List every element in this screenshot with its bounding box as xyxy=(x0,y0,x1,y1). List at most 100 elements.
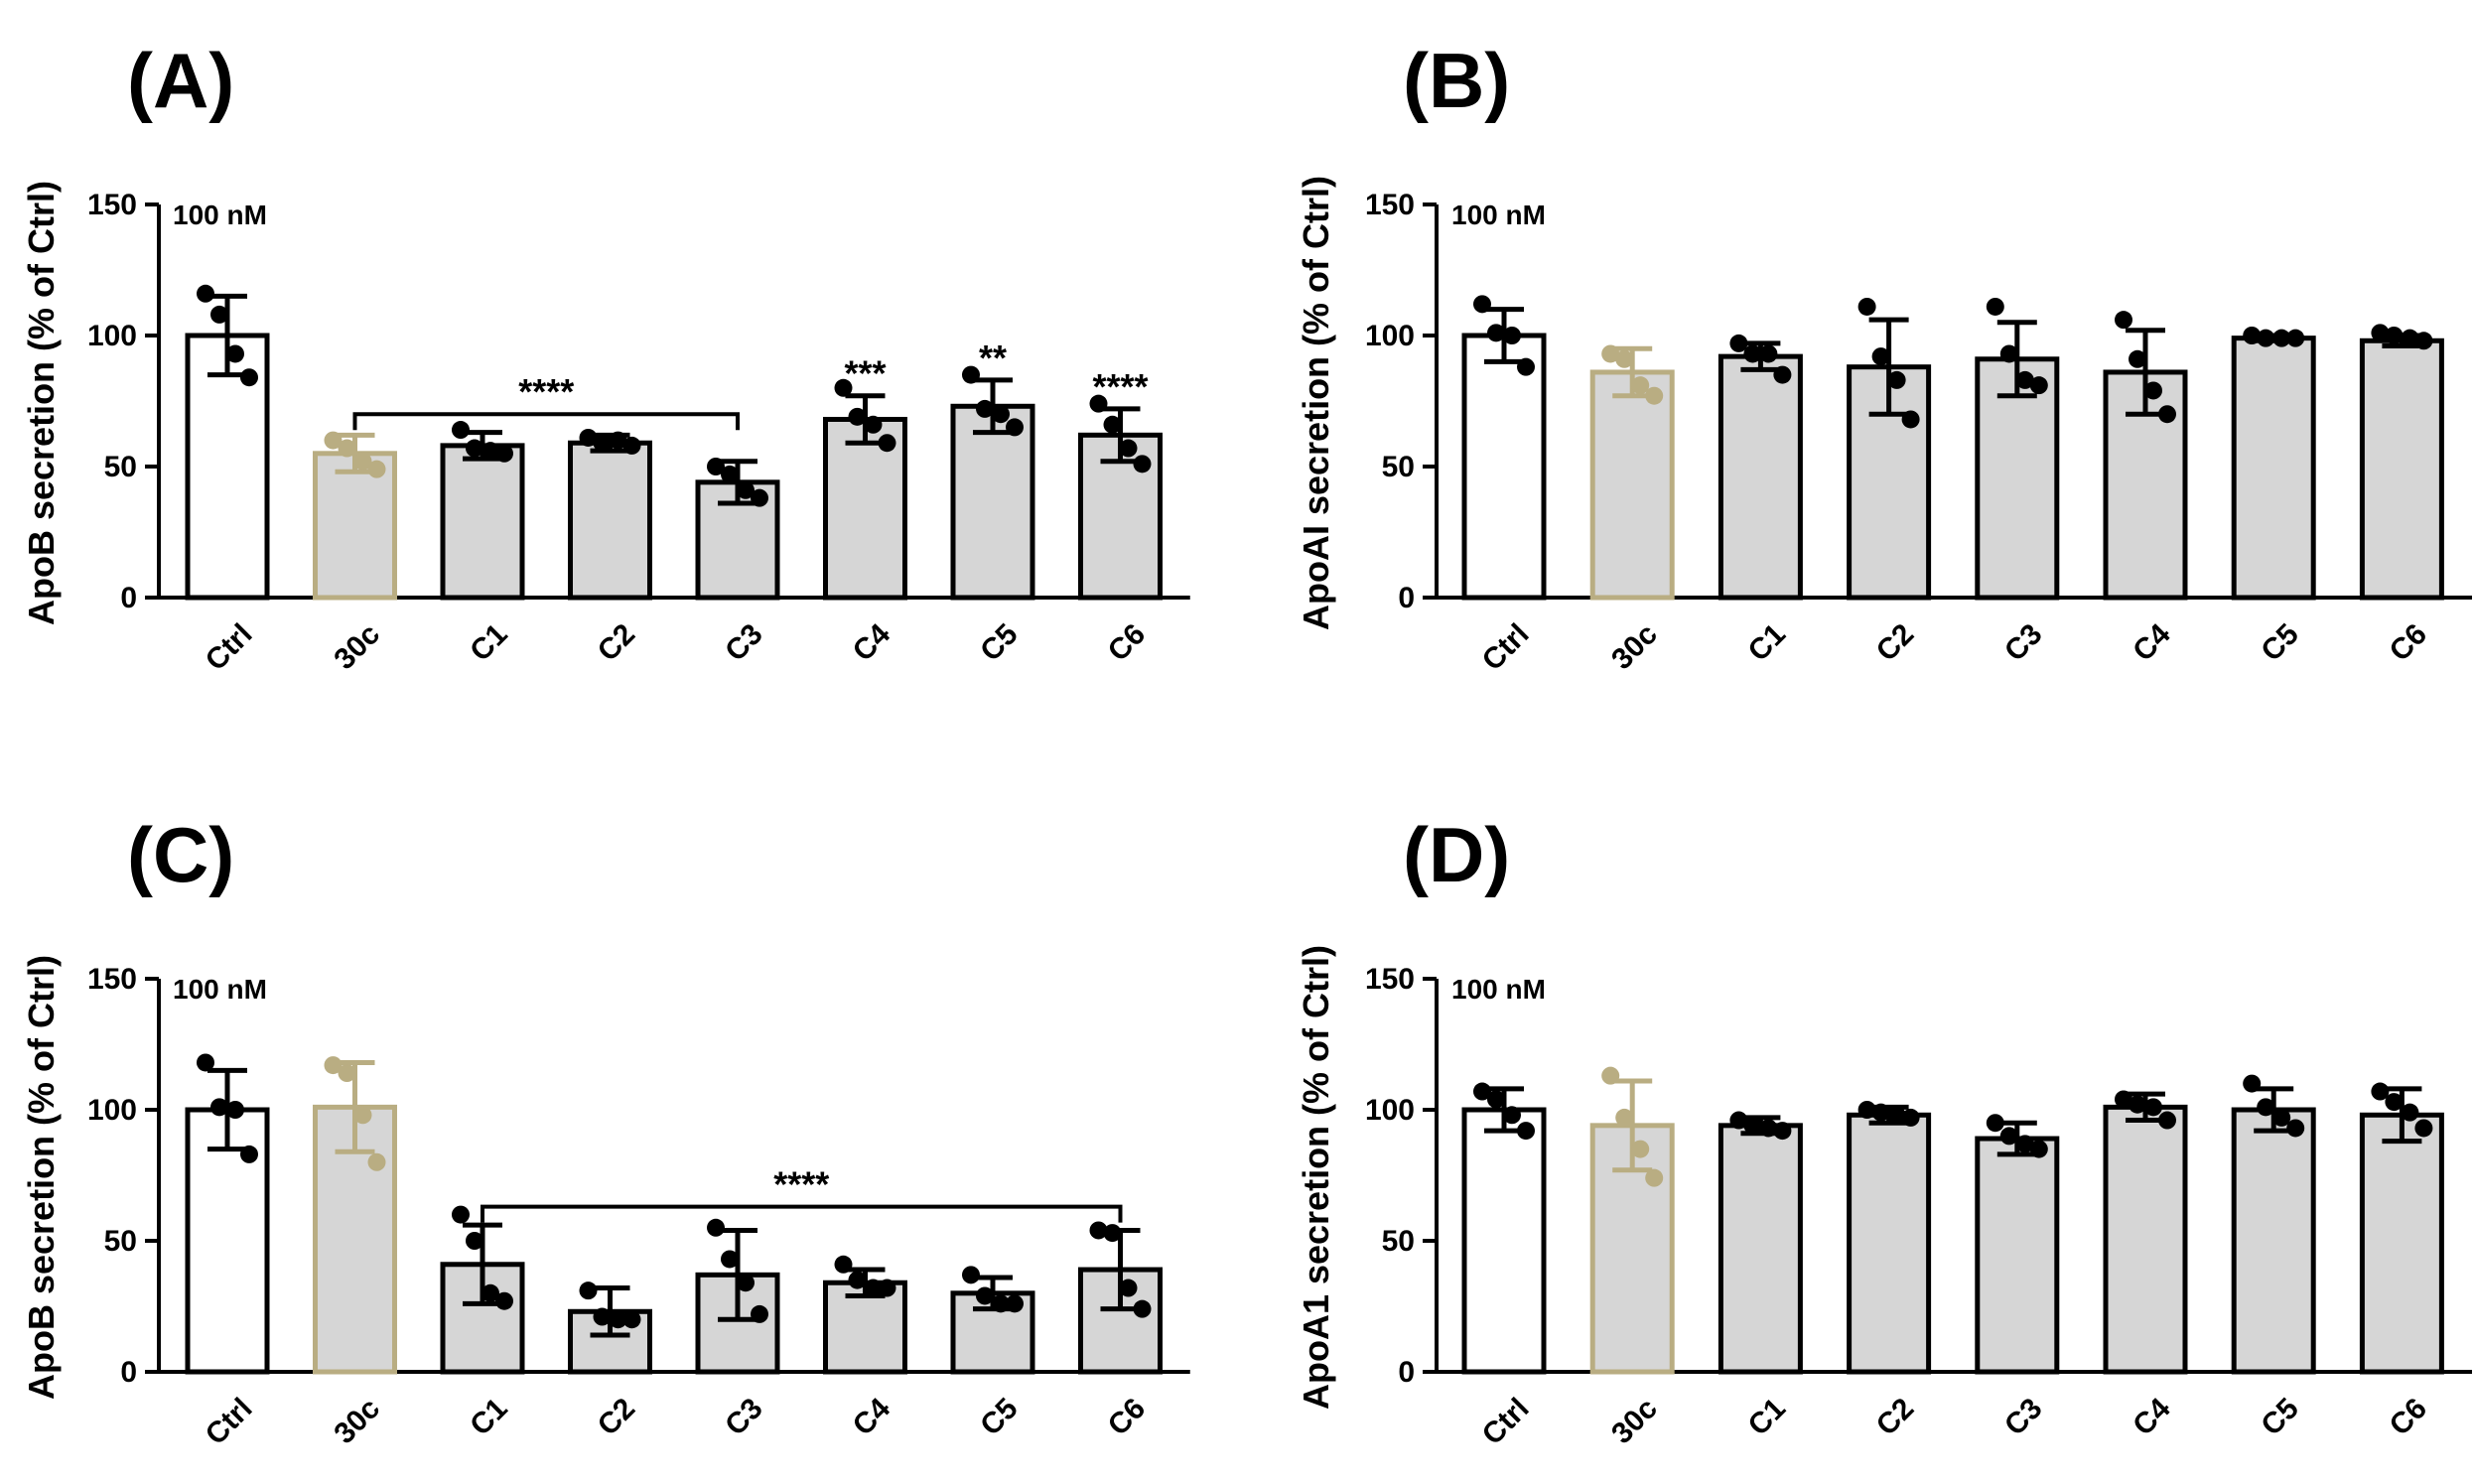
category-label: C5 xyxy=(974,1392,1024,1441)
data-point xyxy=(1999,1127,2018,1146)
data-point xyxy=(1773,1122,1792,1141)
data-point xyxy=(1487,324,1505,342)
panel-c: (C) ApoB secretion (% of Ctrl) 100 nM 0 5… xyxy=(21,811,1190,1451)
bar-c2 xyxy=(568,440,652,601)
category-label: C1 xyxy=(464,617,513,667)
significance-label: **** xyxy=(773,1164,829,1205)
data-point xyxy=(2144,381,2162,400)
category-label: C3 xyxy=(1998,617,2048,667)
data-point xyxy=(2243,1074,2262,1093)
data-point xyxy=(481,1283,499,1302)
category-label: C1 xyxy=(1742,1392,1792,1441)
y-tick-label: 100 xyxy=(87,320,137,352)
data-point xyxy=(1645,386,1664,405)
data-point xyxy=(864,1279,883,1297)
concentration-note: 100 nM xyxy=(1451,974,1546,1005)
data-point xyxy=(2414,1119,2433,1138)
y-tick-label: 100 xyxy=(1365,320,1415,352)
data-point xyxy=(2144,1098,2162,1117)
y-tick-label: 50 xyxy=(1382,1225,1415,1258)
data-point xyxy=(1729,334,1748,352)
data-point xyxy=(1729,1111,1748,1130)
bar-c5 xyxy=(2231,1107,2316,1375)
category-label: C1 xyxy=(464,1392,513,1441)
bar-c5 xyxy=(950,403,1035,601)
panel-label: (A) xyxy=(127,37,234,124)
data-point xyxy=(226,344,244,363)
bar-30c xyxy=(313,451,397,601)
y-tick-label: 150 xyxy=(1365,963,1415,996)
category-label: C5 xyxy=(974,617,1024,667)
category-label: Ctrl xyxy=(200,617,259,677)
data-point xyxy=(737,480,755,499)
bar-ctrl xyxy=(1461,1107,1547,1375)
category-label: C2 xyxy=(592,1392,641,1441)
data-point xyxy=(1487,1090,1505,1109)
panel-b: (B) ApoAI secretion (% of Ctrl) 100 nM 0… xyxy=(1296,37,2472,677)
data-point xyxy=(864,415,883,434)
bar-c1 xyxy=(1718,1123,1803,1375)
category-label: 30c xyxy=(328,1392,386,1450)
bar-c1 xyxy=(1718,353,1803,601)
bar-c4 xyxy=(2103,1104,2188,1375)
data-point xyxy=(452,421,470,440)
significance-label: **** xyxy=(518,371,574,412)
category-label: 30c xyxy=(1605,1392,1664,1450)
data-point xyxy=(2272,329,2291,347)
data-point xyxy=(962,1266,980,1284)
data-point xyxy=(1615,1108,1634,1127)
data-point xyxy=(622,436,641,455)
data-point xyxy=(2029,1140,2048,1158)
data-point xyxy=(751,488,768,507)
bar-c3 xyxy=(1975,356,2060,601)
bar-c1 xyxy=(440,443,525,601)
data-point xyxy=(1887,370,1906,389)
data-point xyxy=(1601,344,1620,363)
data-point xyxy=(1503,327,1521,344)
panel-a: (A) ApoB secretion (% of Ctrl) 100 nM 0 5… xyxy=(21,37,1190,677)
data-point xyxy=(2371,324,2390,342)
data-point xyxy=(1503,1106,1521,1125)
data-point xyxy=(353,1106,372,1125)
bar-c2 xyxy=(1847,1112,1932,1375)
data-point xyxy=(992,1294,1010,1313)
data-point xyxy=(2015,370,2034,389)
bar-30c xyxy=(1589,369,1675,601)
data-point xyxy=(1857,1101,1876,1119)
data-point xyxy=(2371,1082,2390,1101)
data-point xyxy=(1631,1140,1650,1158)
data-point xyxy=(1517,1122,1535,1141)
data-point xyxy=(1871,347,1890,366)
category-label: C1 xyxy=(1742,617,1792,667)
y-tick-label: 100 xyxy=(87,1094,137,1127)
category-label: C3 xyxy=(1998,1392,2048,1441)
data-point xyxy=(197,1053,214,1072)
data-point xyxy=(324,431,343,450)
significance-bracket xyxy=(352,412,740,431)
y-tick-label: 0 xyxy=(120,582,137,614)
category-label: C5 xyxy=(2255,1392,2304,1441)
data-point xyxy=(338,1064,356,1083)
y-tick-label: 150 xyxy=(87,963,137,996)
data-point xyxy=(367,460,386,478)
data-point xyxy=(609,431,627,450)
bar-c1 xyxy=(440,1262,525,1375)
data-point xyxy=(466,1232,483,1250)
data-point xyxy=(1986,1114,2004,1133)
data-point xyxy=(1773,365,1792,384)
data-point xyxy=(751,1304,768,1323)
data-point xyxy=(976,1286,994,1305)
data-point xyxy=(834,378,853,397)
data-point xyxy=(2286,1119,2305,1138)
data-point xyxy=(1133,455,1152,473)
category-label: C5 xyxy=(2255,617,2304,667)
category-label: C6 xyxy=(2384,617,2433,667)
category-label: 30c xyxy=(1605,617,1664,676)
y-tick-label: 0 xyxy=(120,1356,137,1389)
data-point xyxy=(1089,394,1108,413)
y-tick-label: 150 xyxy=(87,189,137,221)
data-point xyxy=(1006,1294,1024,1313)
bar-ctrl xyxy=(185,1107,270,1375)
category-label: C2 xyxy=(592,617,641,667)
data-point xyxy=(1631,376,1650,395)
